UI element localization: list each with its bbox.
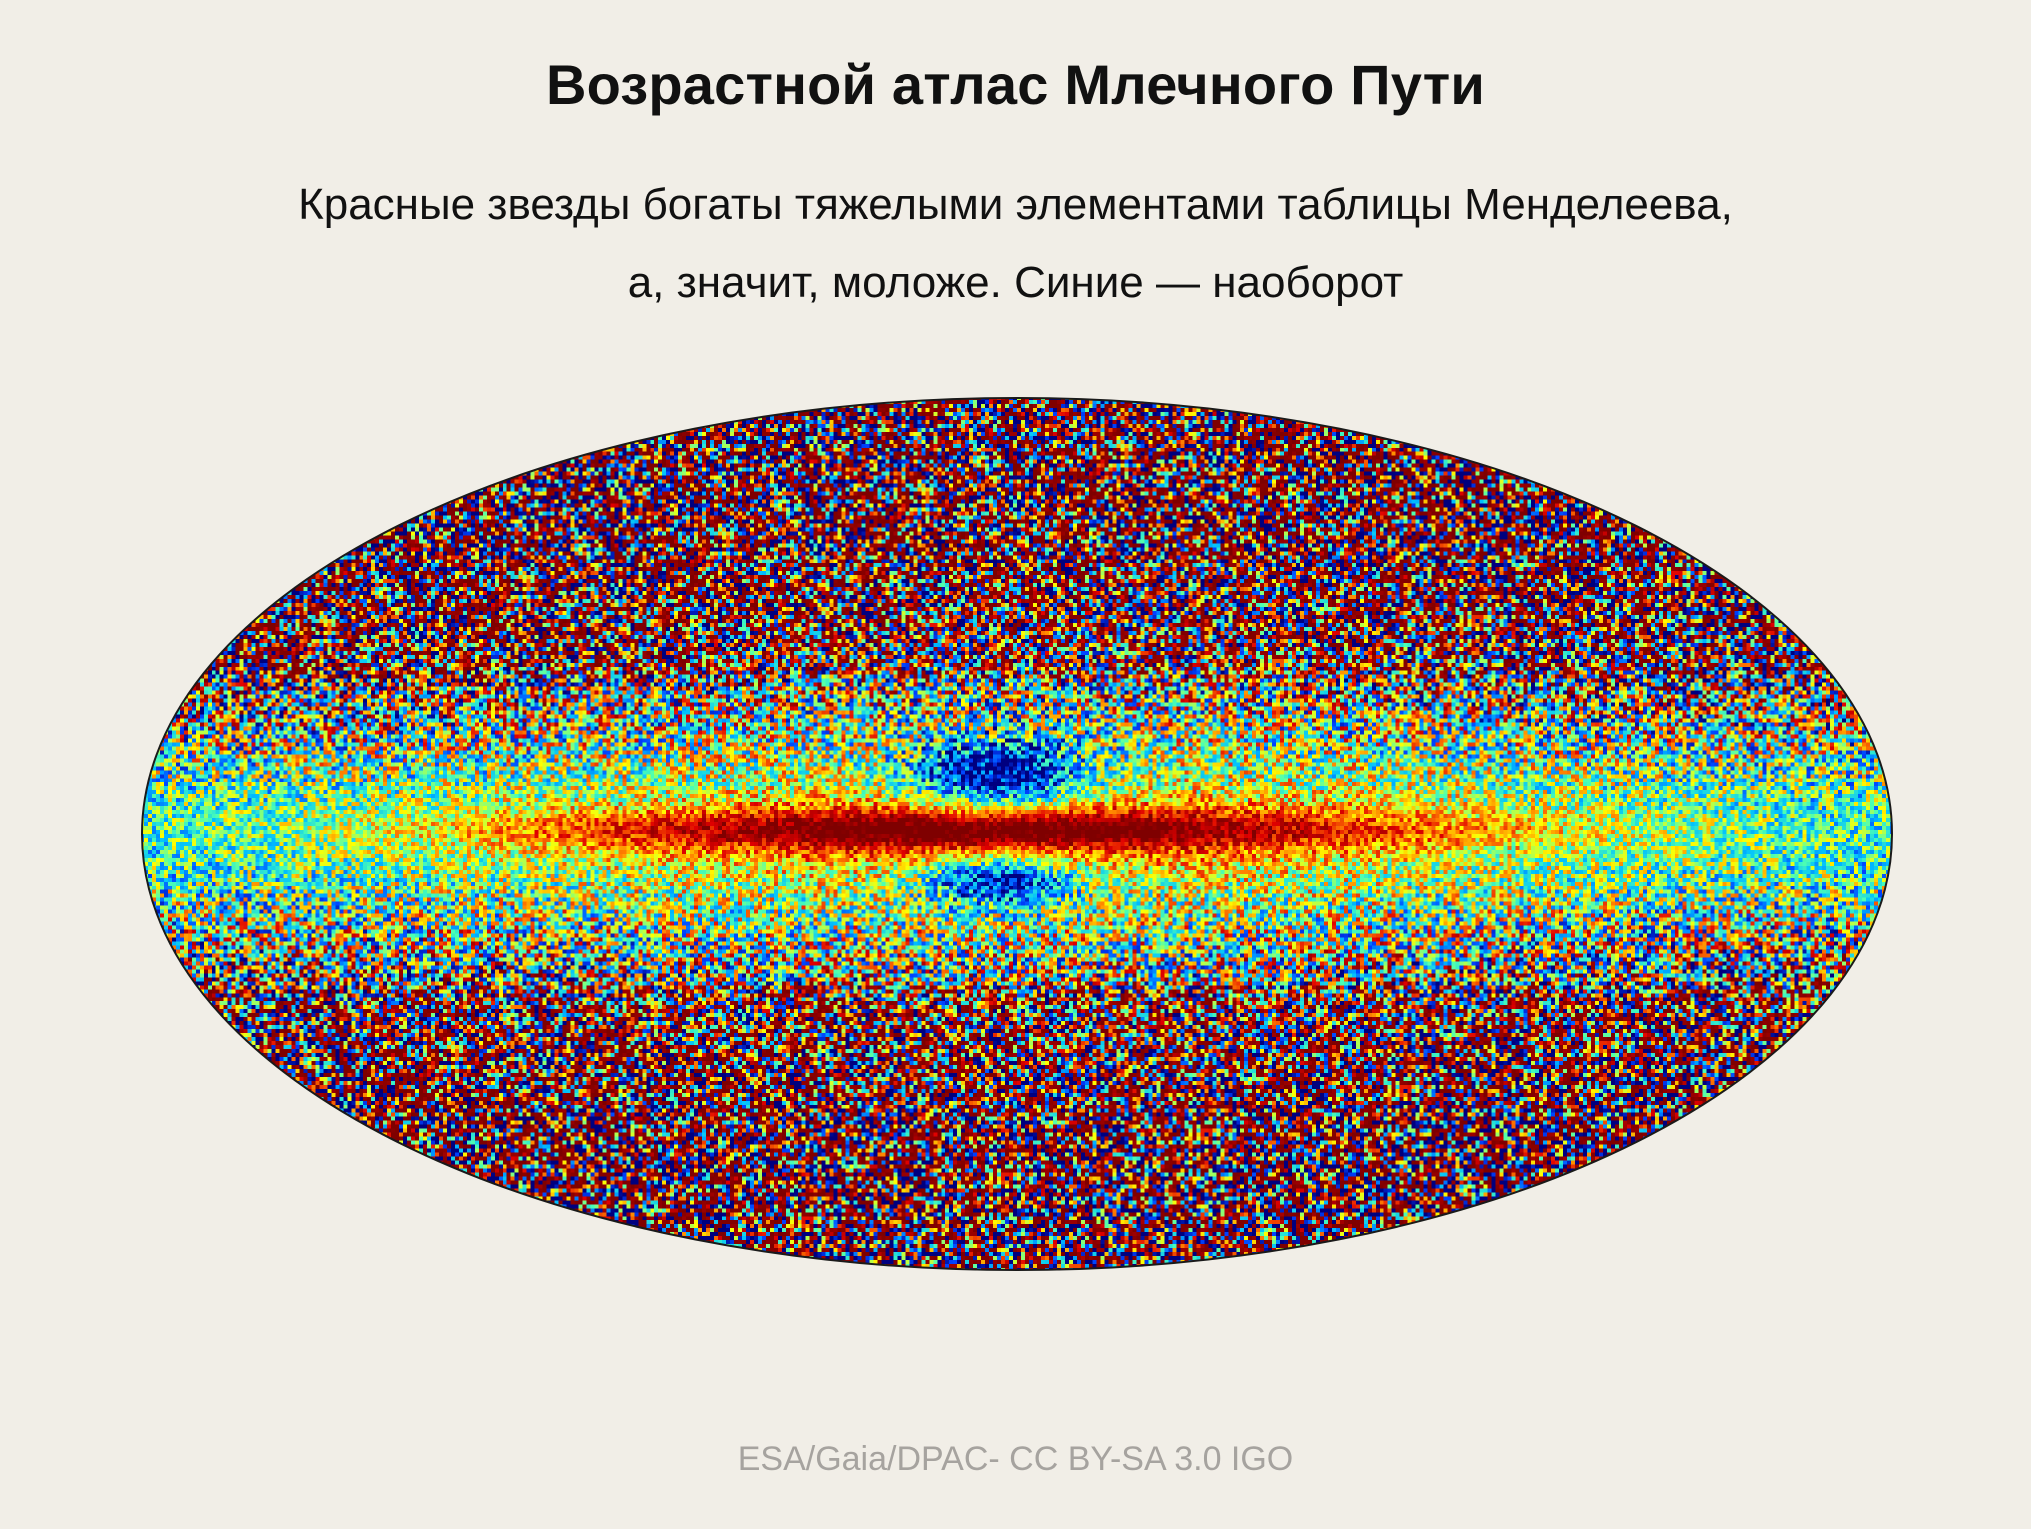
galaxy-age-map: [140, 396, 1894, 1272]
image-credit: ESA/Gaia/DPAC- CC BY-SA 3.0 IGO: [737, 1440, 1294, 1478]
subtitle-line-1: Красные звезды богаты тяжелыми элементам…: [298, 180, 1733, 229]
subtitle-line-2: а, значит, моложе. Синие — наоборот: [627, 258, 1404, 307]
sky-map-raster: [142, 398, 1892, 1270]
sky-map-pixels: [142, 398, 1892, 1270]
sky-map-svg: [141, 397, 1893, 1271]
sky-map-outline: [141, 397, 1893, 1271]
page-title: Возрастной атлас Млечного Пути: [546, 53, 1485, 116]
subtitle: Красные звезды богаты тяжелыми элементам…: [0, 166, 2031, 322]
